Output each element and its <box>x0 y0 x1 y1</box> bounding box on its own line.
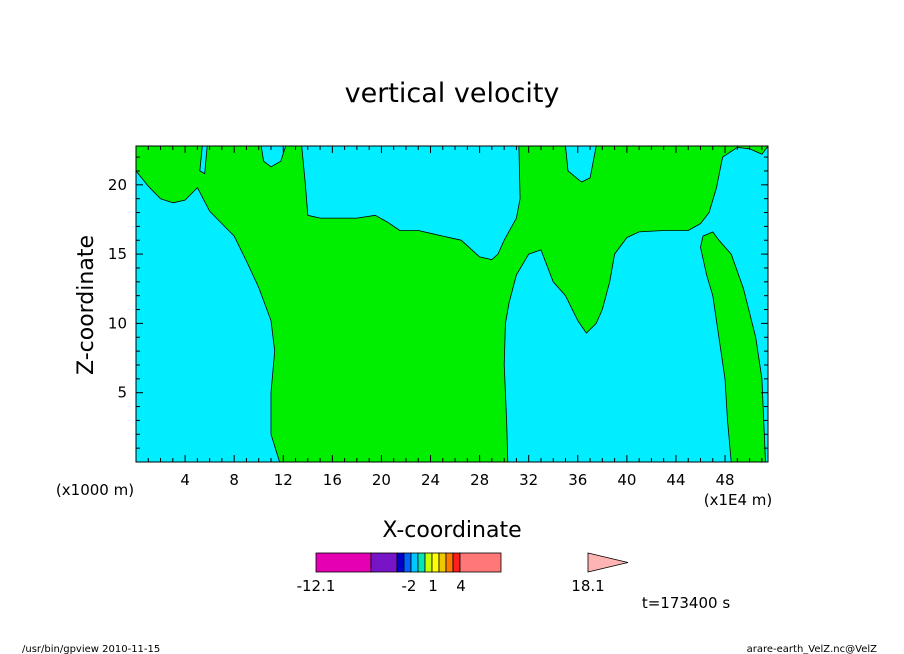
colorbar-segment <box>431 552 440 573</box>
x-tick-label: 24 <box>421 471 440 489</box>
x-tick-label: 44 <box>666 471 685 489</box>
x-tick-label: 4 <box>180 471 190 489</box>
x-tick-label: 28 <box>470 471 489 489</box>
x-axis-label: X-coordinate <box>382 518 521 543</box>
colorbar-tick-label: 1 <box>428 577 438 595</box>
colorbar-segment <box>396 552 405 573</box>
colorbar-segment <box>438 552 447 573</box>
y-tick-label: 15 <box>108 245 127 263</box>
colorbar-segment <box>315 552 372 573</box>
y-tick-label: 10 <box>108 314 127 332</box>
x-tick-label: 36 <box>568 471 587 489</box>
x-unit-right: (x1E4 m) <box>704 491 773 509</box>
colorbar-extend-arrow <box>587 552 629 573</box>
time-label: t=173400 s <box>642 594 730 612</box>
x-tick-label: 20 <box>372 471 391 489</box>
x-unit-left: (x1000 m) <box>56 481 134 499</box>
colorbar-segment <box>370 552 398 573</box>
colorbar-tick-label: -2 <box>402 577 417 595</box>
y-axis-ticks: 5 10 15 20 <box>108 156 768 449</box>
footer-left: /usr/bin/gpview 2010-11-15 <box>22 644 160 654</box>
contour-region-positive-0 <box>135 145 769 463</box>
colorbar-tick-label: 4 <box>456 577 466 595</box>
chart-title: vertical velocity <box>345 78 560 109</box>
x-tick-label: 40 <box>617 471 636 489</box>
colorbar-segment <box>424 552 433 573</box>
x-tick-label: 48 <box>716 471 735 489</box>
colorbar-segment <box>403 552 412 573</box>
colorbar-tick-label: 18.1 <box>571 577 604 595</box>
x-tick-label: 8 <box>229 471 239 489</box>
footer-right: arare-earth_VelZ.nc@VelZ <box>747 644 878 654</box>
x-axis-ticks: 4 8 12 16 20 24 28 32 36 40 44 48 <box>147 146 763 489</box>
colorbar-labels: -12.1 -2 1 4 18.1 <box>297 577 605 595</box>
y-tick-label: 5 <box>117 384 127 402</box>
colorbar-segment <box>459 552 502 573</box>
colorbar-segment <box>410 552 419 573</box>
plot-frame <box>135 145 769 463</box>
y-axis-label: Z-coordinate <box>74 235 99 375</box>
y-tick-label: 20 <box>108 176 127 194</box>
colorbar-tick-label: -12.1 <box>297 577 336 595</box>
x-tick-label: 16 <box>323 471 342 489</box>
plot-area <box>135 145 769 463</box>
colorbar-segment <box>445 552 454 573</box>
contour-region-negative-3 <box>301 145 521 261</box>
colorbar-segment <box>452 552 461 573</box>
colorbar <box>315 552 629 573</box>
x-tick-label: 12 <box>274 471 293 489</box>
colorbar-segment <box>417 552 426 573</box>
x-tick-label: 32 <box>519 471 538 489</box>
